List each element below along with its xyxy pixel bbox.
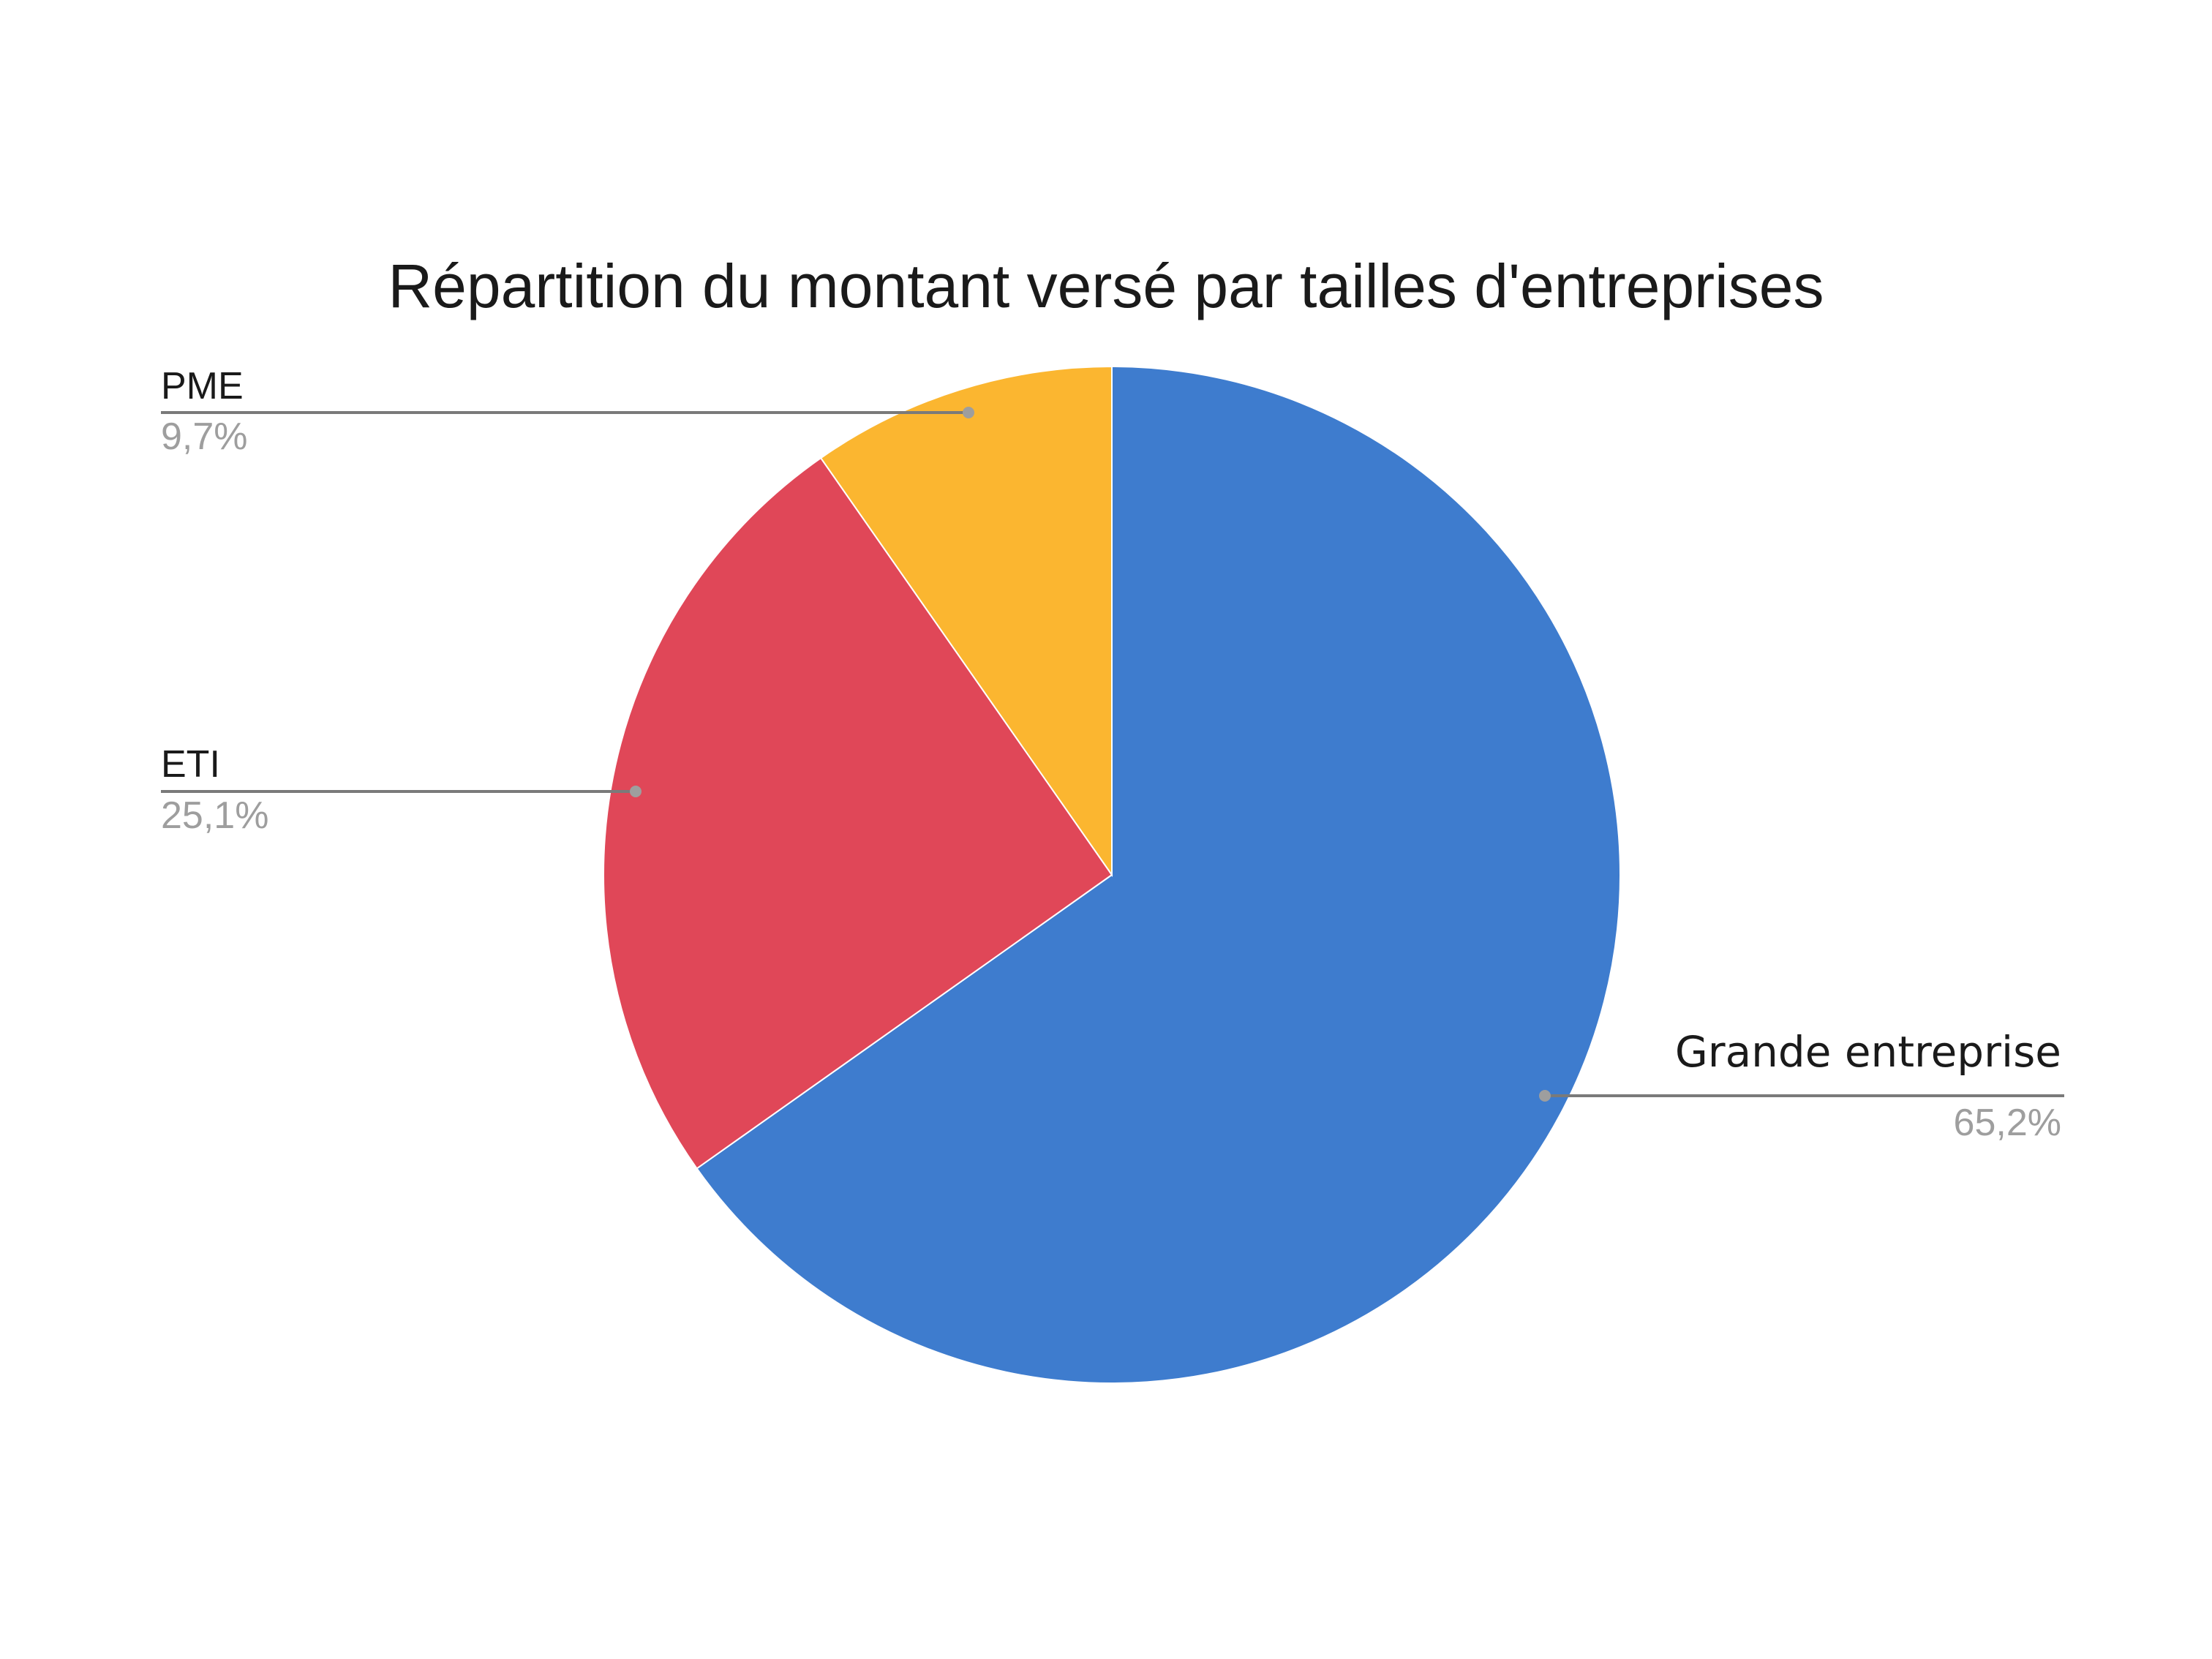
- leader-dot-grande-entreprise: [1539, 1090, 1551, 1102]
- pie-slice-pme: [819, 365, 1113, 878]
- pie-slice-eti: [603, 456, 1113, 1170]
- slice-value-grande-entreprise: 65,2%: [1954, 1102, 2061, 1144]
- slice-label-grande-entreprise: Grande entreprise: [1675, 1027, 2061, 1077]
- slice-value-eti: 25,1%: [161, 794, 268, 837]
- slice-label-eti: ETI: [161, 743, 220, 786]
- leader-dot-eti: [630, 786, 642, 797]
- chart-title: Répartition du montant versé par tailles…: [388, 252, 1824, 320]
- pie-slices: [603, 365, 1621, 1384]
- slice-labels: Grande entreprise 65,2% ETI 25,1% PME 9,7%: [161, 365, 2064, 1144]
- slice-label-pme: PME: [161, 365, 244, 407]
- leader-dot-pme: [963, 407, 974, 418]
- slice-value-pme: 9,7%: [161, 415, 248, 458]
- pie-slice-grande-entreprise: [696, 365, 1621, 1384]
